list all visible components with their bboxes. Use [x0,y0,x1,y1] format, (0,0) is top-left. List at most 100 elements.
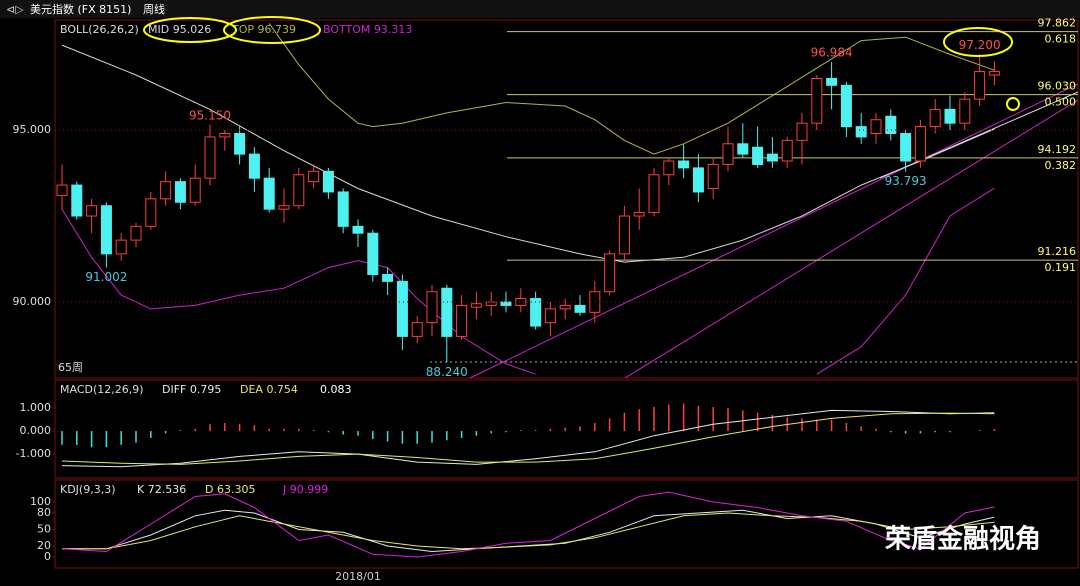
plot-layer: 90.000 95.000 BOLL(26,26,2) MID 95.026 TOP 9… [13,17,1078,583]
period-label: 65周 [58,361,83,374]
candle-body [959,98,971,124]
highlight-circle [943,27,1013,57]
candle-body [944,108,956,124]
legend-title: BOLL(26,26,2) [60,23,139,36]
candle-body [663,160,675,176]
peak-label: 96.984 [811,45,853,59]
candle-body [485,301,497,306]
y-tick-label: 0 [44,550,51,563]
legend-entry: 0.083 [320,383,352,396]
candle-body [278,205,290,210]
candle-body [544,308,556,324]
candle-body [234,132,246,155]
candle-body [722,143,734,165]
candle-body [470,303,482,308]
candle-body [115,239,127,255]
candle-body [308,170,320,183]
fib-label: 94.192 [1038,143,1077,156]
peak-label: 97.200 [959,38,1001,52]
candle-body [974,71,986,100]
peak-label: 91.002 [85,270,127,284]
fib-ratio: 0.191 [1045,261,1077,274]
panel-border [54,379,1079,479]
candle-body [530,298,542,327]
peak-label: 95.150 [189,108,231,122]
candle-body [781,139,793,162]
y-tick-label: -1.000 [16,447,51,460]
candle-body [426,291,438,324]
panel-border [54,19,1079,379]
candle-body [707,163,719,190]
candle-body [441,287,453,337]
candle-body [855,126,867,138]
y-tick-label: 100 [30,495,51,508]
fib-ratio: 0.382 [1045,159,1077,172]
legend-entry: J 90.999 [282,483,328,496]
candle-body [648,174,660,214]
fib-ratio: 0.500 [1045,96,1077,109]
x-tick-label: 2018/01 [335,570,381,583]
candle-body [885,115,897,134]
highlight-circle [1006,97,1020,111]
indicator-line [268,23,995,155]
candle-body [396,280,408,337]
candle-body [604,253,616,293]
indicator-line [61,187,995,375]
legend-title: MACD(12,26,9) [60,383,144,396]
panel [61,403,996,468]
candle-body [633,212,645,217]
indicator-line [61,44,995,263]
candle-body [219,132,231,138]
candle-body [204,136,216,179]
candle-body [456,304,468,337]
legend-entry: D 63.305 [205,483,255,496]
candle-body [826,77,838,86]
candle-body [574,304,586,313]
candle-body [130,225,142,241]
indicator-line [62,512,995,550]
candle-body [367,232,379,275]
y-tick-label: 0.000 [20,424,52,437]
candle-body [100,205,112,255]
fib-label: 96.030 [1038,80,1077,93]
candle-body [900,132,912,162]
candle-body [618,215,630,255]
legend-entry: DEA 0.754 [240,383,298,396]
candle-body [189,177,201,203]
legend-entry: TOP 96.739 [231,23,296,36]
candle-body [160,181,172,200]
candle-body [382,273,394,282]
candle-body [929,108,941,128]
candle-body [86,205,98,217]
trend-lines [430,83,1078,378]
candle-body [411,322,423,337]
candle-body [752,146,764,165]
candle-body [248,153,260,179]
y-tick-label: 90.000 [13,295,52,308]
candle-body [515,298,527,306]
trend-line [469,83,1078,378]
header-bar [0,0,1080,18]
candle-body [914,126,926,162]
candle-body [263,177,275,210]
symbol: 美元指数 (FX 8151) [30,2,131,16]
candle-body [692,167,704,193]
candle-body [678,160,690,169]
y-tick-label: 50 [37,523,51,536]
watermark: 荣盾金融视角 [885,524,1041,555]
candle-body [870,119,882,134]
candle-body [71,184,83,217]
y-tick-label: 1.000 [20,401,52,414]
candle-body [811,77,823,124]
candle-body [293,174,305,207]
y-tick-label: 80 [37,506,51,519]
candle-body [352,225,364,234]
peak-label: 88.240 [426,365,468,379]
indicator-line [61,412,995,465]
candle-body [174,181,186,203]
legend-entry: K 72.536 [137,483,186,496]
trend-line [624,99,1078,378]
period: 周线 [143,2,165,16]
